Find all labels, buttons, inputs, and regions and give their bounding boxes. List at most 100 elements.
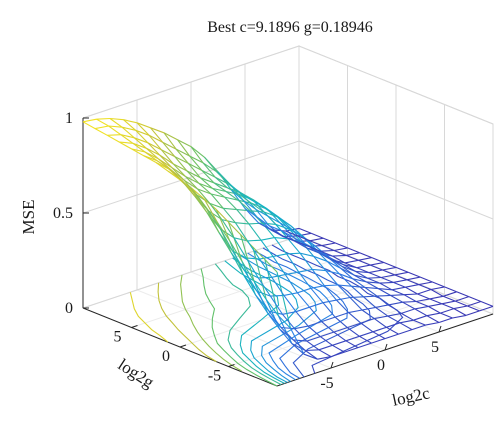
axis-ticks: 0 0.5 1 -5 0 5 -5 0 5 — [53, 110, 442, 392]
mesh-edge-c — [376, 294, 391, 297]
mesh-edge-g — [248, 223, 262, 241]
mesh-edge-c — [246, 257, 260, 260]
mesh-edge-g — [403, 294, 417, 302]
mesh-edge-g — [347, 247, 360, 254]
mesh-edge-g — [155, 161, 169, 172]
mesh-edge-g — [453, 308, 467, 316]
mesh-edge-c — [247, 239, 262, 242]
mesh-edge-g — [364, 286, 378, 297]
mesh-edge-g — [405, 286, 418, 295]
mesh-edge-g — [144, 151, 158, 162]
mesh-edge-g — [351, 285, 364, 298]
mesh-edge-c — [388, 301, 403, 306]
mesh-edge-g — [391, 289, 405, 296]
mesh-edge-g — [221, 219, 235, 239]
mesh-edge-g — [257, 277, 271, 297]
mesh-edge-c — [183, 179, 198, 190]
mesh-edge-g — [237, 199, 251, 212]
mesh-edge-c — [426, 312, 441, 317]
mesh-edge-g — [299, 252, 313, 270]
mesh-edge-g — [345, 340, 359, 349]
mesh-edge-c — [370, 261, 385, 266]
mesh-edge-c — [227, 221, 243, 262]
mesh-edge-g — [201, 170, 215, 184]
mesh-edge-g — [310, 232, 324, 239]
mesh-edge-c — [318, 344, 333, 351]
mesh-edge-g — [177, 139, 191, 157]
mesh-edge-c — [351, 285, 365, 288]
mesh-edge-g — [331, 259, 344, 266]
mesh-edge-c — [260, 237, 275, 241]
mesh-edge-c — [282, 311, 297, 315]
mesh-edge-c — [425, 321, 440, 326]
mesh-edge-g — [279, 328, 293, 344]
mesh-edge-c — [223, 207, 237, 211]
mesh-edge-g — [260, 239, 274, 257]
mesh-edge-g — [388, 304, 402, 314]
mesh-edge-g — [360, 322, 374, 333]
mesh-edge-g — [173, 163, 186, 177]
mesh-edge-c — [221, 219, 236, 224]
mesh-edge-g — [253, 281, 267, 300]
mesh-edge-c — [429, 295, 444, 300]
mesh-edge-g — [394, 274, 408, 281]
mesh-edge-g — [390, 294, 403, 303]
mesh-edge-g — [294, 328, 308, 342]
mesh-edge-c — [382, 266, 397, 271]
mesh-edge-g — [183, 179, 197, 195]
mesh-edge-c — [150, 127, 165, 134]
contour-line — [200, 268, 278, 387]
mesh-edge-g — [220, 228, 234, 252]
mesh-edge-g — [265, 299, 279, 317]
mesh-edge-g — [355, 270, 368, 279]
mesh-edge-g — [243, 200, 257, 210]
mesh-edge-c — [272, 253, 287, 258]
mesh-edge-c — [281, 326, 295, 330]
mesh-edge-g — [334, 316, 348, 329]
mesh-edge-g — [222, 207, 236, 224]
mesh-edge-g — [415, 300, 429, 307]
mesh-edge-g — [382, 269, 395, 276]
mesh-edge-c — [119, 141, 133, 144]
mesh-edge-g — [363, 296, 376, 308]
mesh-edge-g — [348, 312, 362, 324]
mesh-edge-g — [259, 258, 273, 278]
mesh-edge-g — [182, 181, 196, 197]
y-tick-label: 5 — [114, 329, 122, 346]
mesh-edge-g — [294, 240, 308, 249]
mesh-edge-g — [346, 327, 360, 337]
mesh-edge-c — [415, 298, 430, 303]
mesh-edge-c — [310, 285, 325, 289]
mesh-edge-g — [372, 331, 386, 340]
mesh-edge-g — [317, 250, 331, 259]
mesh-edge-g — [284, 274, 298, 294]
mesh-edge-c — [332, 254, 347, 257]
mesh-edge-g — [136, 122, 150, 136]
mesh-edge-g — [258, 222, 271, 231]
mesh-edge-g — [186, 170, 200, 184]
mesh-edge-g — [135, 129, 149, 144]
mesh-edge-c — [368, 269, 383, 274]
mesh-edge-c — [364, 286, 379, 290]
mesh-edge-g — [278, 216, 292, 227]
mesh-edge-c — [324, 284, 338, 287]
mesh-edge-g — [310, 287, 324, 304]
mesh-edge-c — [344, 259, 359, 264]
mesh-edge-c — [275, 223, 290, 230]
mesh-edge-c — [349, 296, 364, 299]
mesh-edge-g — [195, 194, 209, 212]
mesh-edge-g — [285, 230, 298, 237]
mesh-edge-g — [119, 141, 132, 150]
mesh-edge-c — [322, 299, 337, 304]
mesh-edge-c — [453, 305, 468, 310]
mesh-edge-g — [264, 259, 278, 273]
mesh-edge-c — [305, 349, 319, 352]
mesh-edge-c — [201, 169, 216, 178]
mesh-edge-c — [197, 188, 212, 195]
mesh-edge-g — [159, 154, 173, 169]
mesh-edge-c — [297, 287, 312, 294]
mesh-edge-g — [254, 201, 267, 209]
mesh-edge-g — [367, 277, 381, 284]
mesh-edge-g — [426, 315, 440, 323]
mesh-edge-c — [452, 314, 467, 319]
